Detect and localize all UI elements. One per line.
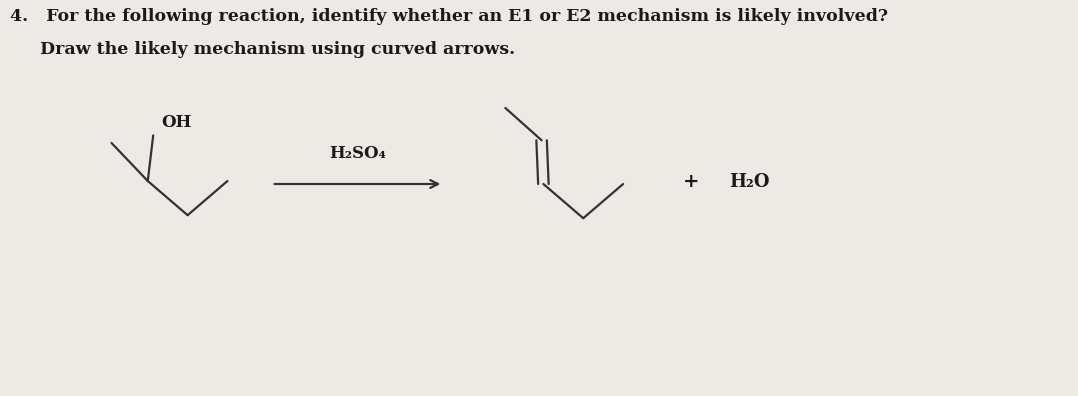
Text: H₂SO₄: H₂SO₄ xyxy=(329,145,386,162)
Text: H₂O: H₂O xyxy=(730,173,770,191)
Text: OH: OH xyxy=(161,114,191,131)
Text: Draw the likely mechanism using curved arrows.: Draw the likely mechanism using curved a… xyxy=(10,41,514,58)
Text: 4.   For the following reaction, identify whether an E1 or E2 mechanism is likel: 4. For the following reaction, identify … xyxy=(10,8,887,25)
Text: +: + xyxy=(683,173,700,191)
